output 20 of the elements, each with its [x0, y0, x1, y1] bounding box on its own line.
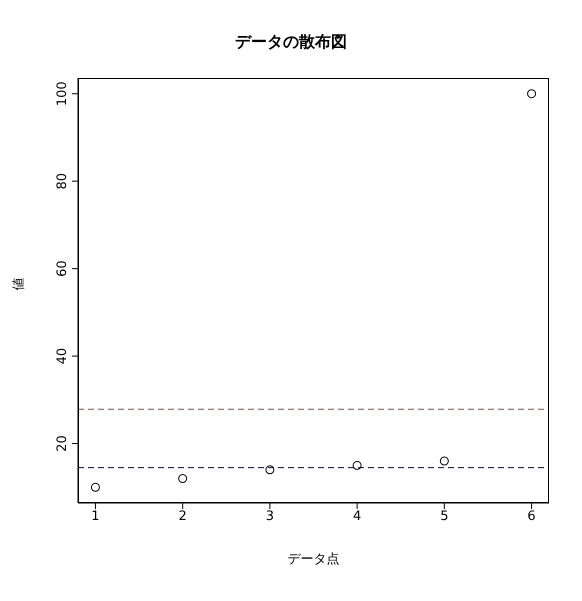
y-axis-title: 値 — [12, 278, 27, 290]
x-tick-label: 6 — [527, 509, 536, 524]
point — [527, 89, 536, 98]
y-tick-label: 100 — [55, 81, 70, 106]
x-axis-title: データ点 — [288, 552, 340, 567]
point — [178, 474, 188, 484]
y-tick-label: 40 — [55, 348, 70, 364]
x-tick-label: 3 — [266, 509, 274, 524]
point — [440, 456, 449, 466]
point — [90, 482, 100, 492]
x-tick-label: 4 — [352, 509, 362, 524]
point — [265, 465, 274, 474]
x-tick-label: 2 — [178, 509, 187, 524]
x-tick-label: 5 — [440, 509, 448, 524]
x-tick-label: 1 — [91, 509, 100, 524]
point — [352, 460, 362, 470]
y-tick-label: 80 — [55, 172, 70, 190]
y-tick-label: 20 — [55, 435, 70, 452]
chart-title: データの散布図 — [234, 32, 348, 53]
y-tick-label: 60 — [55, 260, 70, 277]
